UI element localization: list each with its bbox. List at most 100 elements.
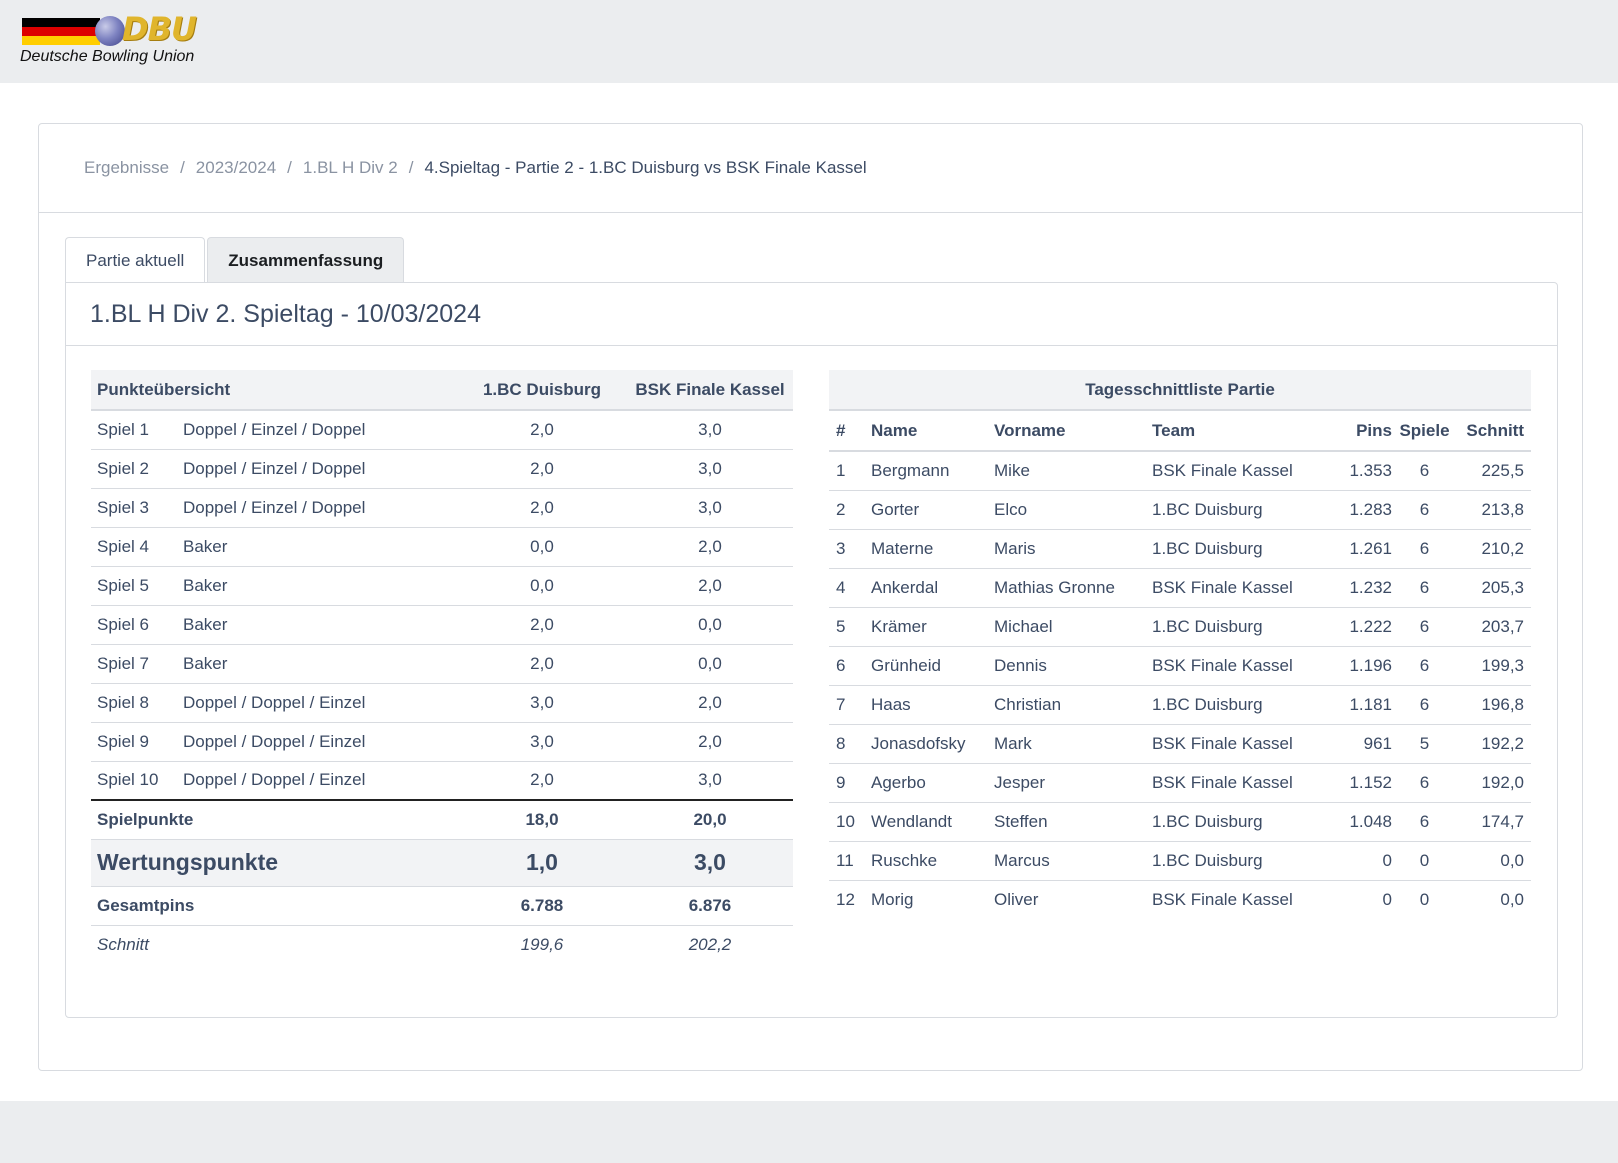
breadcrumb-separator: / [408,158,414,177]
cell-name: Haas [871,685,994,725]
cell-schnitt: 213,8 [1457,490,1531,530]
game-label: Spiel 9 [91,722,183,762]
game-format: Baker [183,605,457,645]
cell-spiele: 0 [1392,841,1457,881]
breadcrumb-ergebnisse[interactable]: Ergebnisse [84,158,170,177]
cell-vorname: Mark [994,724,1152,764]
team2-points: 2,0 [627,722,793,762]
cell-name: Jonasdofsky [871,724,994,764]
cell-schnitt: 196,8 [1457,685,1531,725]
cell-rank: 2 [829,490,871,530]
footer [0,1101,1618,1163]
cell-pins: 1.232 [1322,568,1392,608]
team1-points: 2,0 [457,605,627,645]
table-row: 11 Ruschke Marcus 1.BC Duisburg 0 0 0,0 [829,841,1531,881]
game-format: Doppel / Einzel / Doppel [183,410,457,450]
team2-points: 3,0 [627,449,793,489]
german-flag-icon [22,18,100,45]
cell-spiele: 0 [1419,889,1430,909]
cell-name: Krämer [871,607,994,647]
cell-rank: 4 [829,568,871,608]
table-row: 3 Materne Maris 1.BC Duisburg 1.261 6 210,2 [829,529,1531,569]
cell-vorname: Oliver [994,889,1039,909]
game-format: Baker [183,527,457,567]
team1-points: 2,0 [457,488,627,528]
table-row: Spiel 2 Doppel / Einzel / Doppel 2,0 3,0 [91,449,793,489]
table-row: Spiel 8 Doppel / Doppel / Einzel 3,0 2,0 [91,683,793,723]
table-row: Spiel 10 Doppel / Doppel / Einzel 2,0 3,0 [91,761,793,801]
cell-vorname: Dennis [994,646,1152,686]
team1-points: 2,0 [457,449,627,489]
cell-pins: 1.196 [1322,646,1392,686]
cell-spiele: 6 [1392,802,1457,842]
cell-name: Ruschke [871,841,994,881]
game-label: Spiel 5 [91,566,183,606]
dbu-logo[interactable]: DBU Deutsche Bowling Union [20,10,212,70]
cell-schnitt: 225,5 [1457,451,1531,491]
tab-panel: 1.BL H Div 2. Spieltag - 10/03/2024 Punk… [65,282,1558,1018]
game-format: Doppel / Einzel / Doppel [183,488,457,528]
section-title: 1.BL H Div 2. Spieltag - 10/03/2024 [66,283,1557,346]
game-label: Spiel 4 [91,527,183,567]
cell-rank: 1 [829,451,871,491]
team2-points: 3,0 [627,488,793,528]
breadcrumb-league[interactable]: 1.BL H Div 2 [302,158,398,177]
table-row: Spiel 1 Doppel / Einzel / Doppel 2,0 3,0 [91,410,793,450]
table-row: 9 Agerbo Jesper BSK Finale Kassel 1.152 6 192,… [829,763,1531,803]
cell-rank: 12 [836,889,855,909]
wertungspunkte-label: Wertungspunkte [91,839,457,887]
table-row: Spiel 6 Baker 2,0 0,0 [91,605,793,645]
gesamtpins-row: Gesamtpins 6.788 6.876 [91,886,793,926]
gesamtpins-team2: 6.876 [627,886,793,926]
cell-pins: 1.048 [1322,802,1392,842]
gesamtpins-team1: 6.788 [457,886,627,926]
top-navbar: DBU Deutsche Bowling Union [0,0,1618,83]
cell-vorname: Michael [994,607,1152,647]
cell-spiele: 6 [1392,607,1457,647]
logo-text: DBU [122,10,197,48]
team1-points: 3,0 [457,683,627,723]
cell-pins: 1.283 [1322,490,1392,530]
cell-spiele: 6 [1392,646,1457,686]
table-row: 6 Grünheid Dennis BSK Finale Kassel 1.196 6 19… [829,646,1531,686]
team1-points: 0,0 [457,527,627,567]
cell-pins: 0 [1322,841,1392,881]
cell-name: Gorter [871,490,994,530]
cell-schnitt: 192,2 [1457,724,1531,764]
game-format: Doppel / Einzel / Doppel [183,449,457,489]
col-vorname: Vorname [994,410,1152,452]
cell-name: Agerbo [871,763,994,803]
cell-spiele: 6 [1392,490,1457,530]
spielpunkte-team1: 18,0 [457,800,627,840]
averages-table: Tagesschnittliste Partie # Name Vorname … [829,370,1531,919]
game-label: Spiel 1 [91,410,183,450]
cell-spiele: 6 [1392,685,1457,725]
cell-vorname: Steffen [994,802,1152,842]
col-team: Team [1152,410,1322,452]
cell-team: 1.BC Duisburg [1152,529,1322,569]
cell-team: BSK Finale Kassel [1152,889,1293,909]
tab-partie-aktuell[interactable]: Partie aktuell [65,237,206,283]
breadcrumb-season[interactable]: 2023/2024 [195,158,277,177]
table-row: Spiel 9 Doppel / Doppel / Einzel 3,0 2,0 [91,722,793,762]
team1-points: 2,0 [457,644,627,684]
col-schnitt: Schnitt [1457,410,1531,452]
cell-rank: 3 [829,529,871,569]
cell-pins: 1.261 [1322,529,1392,569]
cell-rank: 8 [829,724,871,764]
table-row: 10 Wendlandt Steffen 1.BC Duisburg 1.048 6 174… [829,802,1531,842]
cell-vorname: Elco [994,490,1152,530]
game-label: Spiel 10 [91,761,183,801]
cell-spiele: 6 [1392,763,1457,803]
col-rank: # [829,410,871,452]
game-label: Spiel 2 [91,449,183,489]
cell-team: BSK Finale Kassel [1152,568,1322,608]
schnitt-row: Schnitt 199,6 202,2 [91,925,793,964]
cell-schnitt: 174,7 [1457,802,1531,842]
team2-points: 0,0 [627,644,793,684]
tab-zusammenfassung[interactable]: Zusammenfassung [207,237,405,283]
schnitt-team1: 199,6 [520,934,564,954]
cell-spiele: 5 [1392,724,1457,764]
team2-points: 2,0 [627,683,793,723]
team1-points: 2,0 [457,761,627,801]
